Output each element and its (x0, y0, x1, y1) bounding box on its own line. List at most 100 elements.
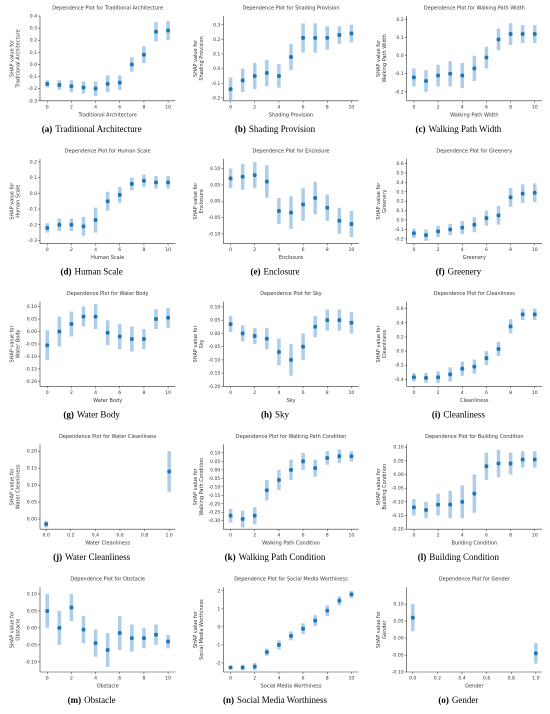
y-tick-label: 0.2 (213, 37, 220, 43)
x-tick-label: 10 (348, 104, 354, 110)
subplot: Dependence Plot for Traditional Architec… (10, 6, 176, 134)
y-tick-label: 0.00 (27, 329, 37, 335)
mean-point (252, 513, 257, 518)
y-tick-label: 0.4 (396, 320, 403, 326)
y-tick-label: 0.1 (30, 175, 37, 181)
mean-point (264, 71, 269, 76)
mean-point (508, 461, 513, 466)
mean-point (93, 314, 98, 319)
y-tick-label: 0.00 (27, 517, 37, 523)
y-axis-label: Water Cleanliness (16, 464, 22, 509)
y-tick-label: -0.1 (28, 207, 37, 213)
caption-text: Cleanliness (443, 409, 485, 419)
x-tick-label: 8 (326, 390, 329, 396)
y-tick-label: -0.10 (25, 659, 37, 665)
y-axis-label: SHAP value for (193, 325, 199, 363)
caption-text: Obstacle (84, 695, 116, 705)
y-axis-label: SHAP value for (376, 39, 382, 77)
caption: (o) Gender (438, 695, 478, 705)
mean-point (276, 349, 281, 354)
mean-point (313, 324, 318, 329)
y-tick-label: 0.10 (393, 602, 403, 608)
mean-point (289, 633, 293, 638)
y-tick-label: -0.3 (28, 238, 37, 244)
x-tick-label: 4 (277, 676, 280, 682)
y-axis-label: SHAP value for (10, 39, 16, 77)
plot-title: Dependence Plot for Walking Path Width (424, 6, 525, 12)
mean-point (460, 225, 465, 230)
mean-point (520, 191, 525, 196)
mean-point (460, 499, 465, 504)
mean-point (264, 336, 269, 341)
x-tick-label: 10 (532, 104, 538, 110)
mean-point (508, 324, 513, 329)
subplot: Dependence Plot for Walking Path Conditi… (193, 434, 359, 562)
x-tick-label: 0 (46, 247, 49, 253)
x-tick-label: 4 (277, 390, 280, 396)
x-tick-label: 10 (165, 247, 171, 253)
y-tick-label: 0.05 (393, 619, 403, 625)
caption-text: Greenery (448, 267, 482, 277)
x-axis-label: Traditional Architecture (78, 112, 137, 118)
y-tick-label: -0.15 (392, 513, 404, 519)
mean-point (436, 229, 441, 234)
mean-point (411, 375, 416, 380)
y-axis-label: Obstacle (16, 619, 22, 641)
x-tick-label: 6 (302, 247, 305, 253)
mean-point (337, 454, 342, 459)
x-tick-label: 4 (277, 533, 280, 539)
mean-point (349, 222, 354, 227)
x-tick-label: 10 (348, 533, 354, 539)
mean-point (337, 33, 342, 38)
caption-label: (l) (418, 552, 427, 562)
mean-point (313, 618, 318, 623)
y-tick-label: 0.2 (396, 17, 403, 23)
y-tick-label: -0.15 (208, 371, 220, 377)
mean-point (301, 35, 306, 40)
mean-point (117, 334, 122, 339)
mean-point (129, 62, 134, 67)
x-tick-label: 0 (229, 533, 232, 539)
mean-point (337, 598, 342, 603)
mean-point (289, 357, 293, 362)
mean-point (532, 190, 537, 195)
y-tick-label: -0.20 (208, 501, 220, 507)
x-tick-label: 0 (229, 247, 232, 253)
x-tick-label: 0 (412, 247, 415, 253)
mean-point (484, 216, 489, 221)
mean-point (141, 636, 146, 641)
plot-title: Dependence Plot for Human Scale (65, 148, 151, 154)
y-tick-label: 0.4 (30, 14, 37, 20)
caption-label: (g) (63, 409, 74, 419)
caption-text: Shading Provision (249, 124, 316, 134)
x-tick-label: 2 (70, 104, 73, 110)
caption: (f) Greenery (436, 267, 482, 277)
y-axis-label: SHAP value for (376, 182, 382, 220)
mean-point (240, 78, 245, 83)
x-tick-label: 6 (118, 247, 121, 253)
mean-point (69, 84, 74, 89)
mean-point (313, 466, 318, 471)
x-tick-label: 2 (437, 533, 440, 539)
mean-point (424, 78, 428, 83)
caption: (k) Walking Path Condition (225, 552, 326, 562)
y-tick-label: 0.05 (210, 318, 220, 324)
subplot: Dependence Plot for Social Media Worthin… (193, 577, 359, 705)
y-tick-label: 0.05 (27, 317, 37, 323)
mean-point (44, 522, 49, 527)
plot-title: Dependence Plot for Enclosure (253, 148, 330, 154)
y-tick-label: 0.3 (30, 26, 37, 32)
plot-title: Dependence Plot for Obstacle (70, 577, 145, 583)
x-tick-label: 10 (165, 390, 171, 396)
y-axis-label: Water Body (16, 329, 22, 358)
x-tick-label: 10 (348, 390, 354, 396)
caption-text: Water Cleanliness (65, 552, 131, 562)
x-tick-label: 4 (94, 676, 97, 682)
x-tick-label: 6 (118, 390, 121, 396)
mean-point (436, 73, 441, 78)
mean-point (93, 641, 98, 646)
y-axis-label: SHAP value for (376, 325, 382, 363)
y-tick-label: -0.2 (395, 89, 404, 95)
mean-point (484, 55, 489, 60)
x-tick-label: 0 (46, 390, 49, 396)
